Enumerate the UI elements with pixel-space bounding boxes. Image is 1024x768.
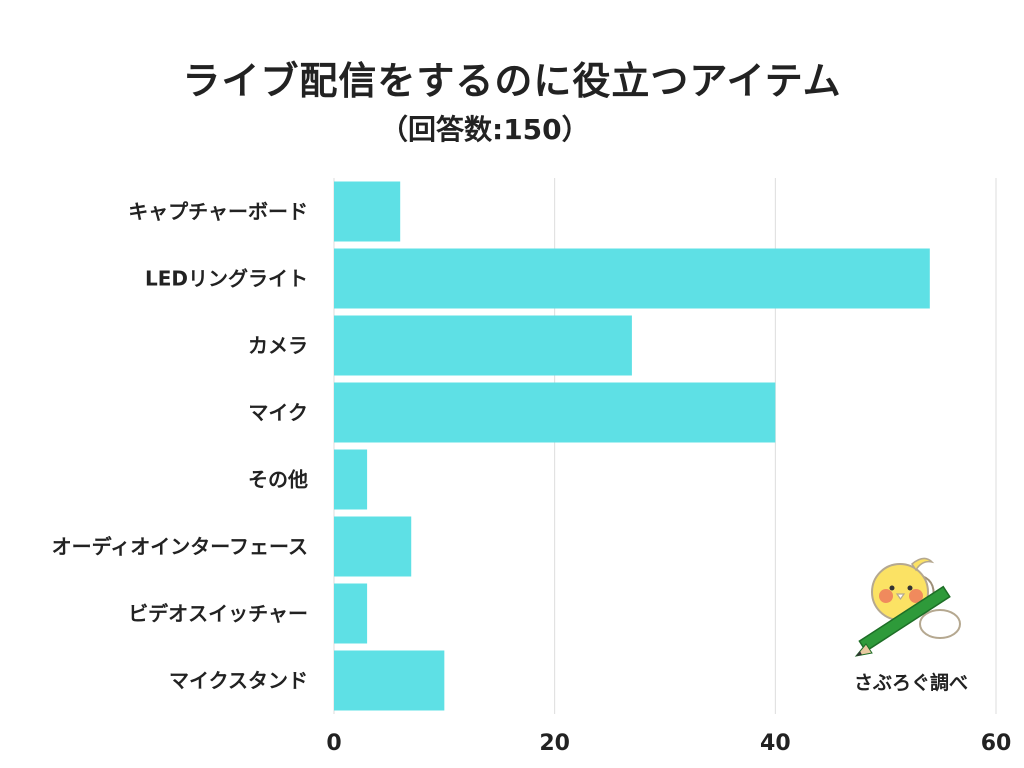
bar (334, 449, 368, 510)
bar (334, 583, 368, 644)
x-tick-label: 0 (326, 731, 341, 756)
x-tick-label: 20 (539, 731, 570, 756)
category-label: LEDリングライト (145, 267, 308, 291)
x-tick-label: 40 (760, 731, 791, 756)
bars (334, 181, 930, 711)
category-label: オーディオインターフェース (52, 535, 308, 559)
bar (334, 516, 412, 577)
bar (334, 315, 632, 376)
chart-subtitle: （回答数:150） (380, 113, 590, 146)
bar (334, 650, 445, 711)
category-label: カメラ (248, 334, 308, 358)
category-labels: キャプチャーボード LEDリングライトカメラマイクその他オーディオインターフェース… (52, 200, 308, 693)
bar (334, 382, 776, 443)
bird-with-pencil-icon (854, 557, 961, 657)
category-label: マイク (248, 401, 308, 425)
bar (334, 248, 930, 309)
category-label: その他 (248, 468, 308, 492)
category-label: マイクスタンド (169, 669, 308, 693)
x-tick-label: 60 (981, 731, 1012, 756)
x-axis-ticks: 0 20 40 60 (326, 731, 1011, 756)
bar (334, 181, 401, 242)
credit-label: さぶろぐ調べ (853, 672, 968, 694)
category-label: キャプチャーボード (128, 200, 308, 224)
category-label: ビデオスイッチャー (128, 602, 308, 626)
chart-title: ライブ配信をするのに役立つアイテム (182, 59, 842, 103)
